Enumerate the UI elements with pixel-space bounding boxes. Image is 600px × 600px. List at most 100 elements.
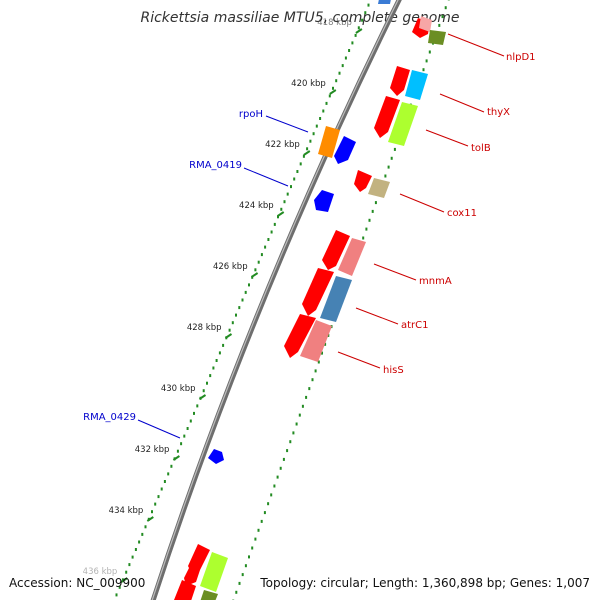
scale-tick-label: 434 kbp (109, 506, 144, 516)
gene-feature[interactable] (322, 230, 350, 270)
scale-tick-label: 418 kbp (317, 18, 352, 28)
strand-guide-dot (260, 519, 263, 523)
gene-features (174, 0, 446, 600)
strand-guide-dot (393, 147, 396, 151)
gene-label-cox11[interactable]: cox11 (447, 208, 477, 219)
ruler-dot (202, 389, 205, 393)
ruler-dot (212, 366, 215, 370)
gene-feature[interactable] (368, 178, 390, 198)
strand-guide-dot (238, 581, 241, 585)
gene-label-mnmA[interactable]: mnmA (419, 276, 452, 287)
gene-feature[interactable] (374, 96, 400, 138)
ruler-dot (309, 139, 312, 143)
ruler-dot (257, 260, 260, 264)
gene-label-atrC1[interactable]: atrC1 (401, 320, 429, 331)
gene-feature[interactable] (388, 102, 418, 146)
ruler-dot (344, 56, 347, 60)
gene-feature[interactable] (405, 70, 428, 100)
strand-guide-dot (362, 236, 365, 240)
ruler-dot (338, 71, 341, 75)
gene-feature[interactable] (314, 190, 334, 212)
strand-guide-dot (311, 378, 314, 382)
ruler-dot (315, 124, 318, 128)
gene-feature[interactable] (174, 580, 196, 600)
strand-guide-dot (254, 537, 257, 541)
leader-line (425, 129, 469, 147)
strand-guide-dot (308, 387, 311, 391)
strand-guide-dot (289, 440, 292, 444)
gene-label-tolB[interactable]: tolB (471, 143, 491, 154)
gene-feature[interactable] (318, 126, 340, 158)
ruler-dot (296, 170, 299, 173)
strand-guide-dot (270, 493, 273, 497)
strand-guide-dot (305, 395, 308, 399)
gene-feature[interactable] (184, 566, 200, 586)
gene-feature[interactable] (200, 552, 228, 592)
gene-feature[interactable] (338, 238, 366, 276)
gene-feature[interactable] (390, 66, 410, 96)
gene-label-thyX[interactable]: thyX (487, 107, 510, 118)
gene-feature[interactable] (208, 449, 224, 464)
ruler-dot (128, 563, 131, 567)
strand-guide-dot (317, 360, 320, 364)
gene-label-hisS[interactable]: hisS (383, 365, 404, 376)
gene-feature[interactable] (188, 544, 210, 574)
strand-guide-dot (248, 555, 250, 559)
strand-guide-dot (263, 511, 266, 515)
leader-line (137, 419, 181, 439)
scale-tick-mark (355, 28, 363, 34)
strand-guide-dot (235, 590, 238, 594)
scale-tick-mark (329, 89, 337, 95)
ruler-dot (209, 374, 212, 378)
ruler-dot (196, 404, 199, 408)
ruler-dot (183, 434, 186, 438)
ruler-dot (170, 464, 173, 468)
strand-guide-dot (244, 564, 247, 568)
ruler-dot (322, 109, 325, 113)
strand-guide-dot (267, 502, 270, 506)
gene-feature[interactable] (320, 276, 352, 322)
ruler-dot (364, 11, 367, 15)
gene-label-rpoH[interactable]: rpoH (239, 109, 263, 120)
gene-feature[interactable] (284, 314, 316, 358)
strand-guide-dot (441, 15, 444, 19)
ruler-dot (254, 268, 257, 272)
ruler-dot (231, 321, 234, 325)
leader-line (355, 307, 399, 325)
gene-label-RMA_0419[interactable]: RMA_0419 (189, 160, 242, 171)
ruler-dot (115, 593, 118, 597)
scale-tick-mark (251, 272, 259, 278)
strand-guide-dot (279, 466, 282, 470)
strand-guide-dot (368, 218, 371, 222)
gene-label-RMA_0429[interactable]: RMA_0429 (83, 412, 136, 423)
accession-label: Accession: NC_009900 (9, 576, 146, 590)
gene-feature[interactable] (378, 0, 392, 4)
gene-feature[interactable] (419, 16, 432, 32)
ruler-dot (354, 33, 357, 37)
ruler-dot (312, 132, 315, 136)
ruler-dot (325, 101, 328, 105)
scale-tick-mark (224, 333, 233, 339)
scale-tick-label: 420 kbp (291, 79, 326, 89)
ruler-dot (241, 298, 244, 302)
ruler-dot (186, 427, 189, 430)
ruler-dot (351, 41, 354, 45)
gene-feature[interactable] (200, 590, 218, 600)
gene-feature[interactable] (302, 268, 334, 316)
gene-feature[interactable] (300, 320, 332, 362)
ruler-dot (141, 532, 144, 536)
gene-feature[interactable] (428, 30, 446, 45)
scale-tick-label: 430 kbp (161, 384, 196, 394)
ruler-dot (235, 313, 237, 317)
gene-feature[interactable] (354, 170, 372, 192)
gene-label-nlpD1[interactable]: nlpD1 (506, 52, 536, 63)
ruler-dot (157, 495, 160, 499)
ruler-dot (306, 147, 309, 151)
ruler-dot (357, 26, 360, 30)
scale-tick-mark (198, 394, 207, 400)
gene-feature[interactable] (334, 136, 356, 164)
scale-tick-mark (120, 577, 128, 583)
strand-guide-dot (292, 431, 295, 435)
ruler-dot (280, 207, 283, 211)
strand-guide-dot (384, 174, 387, 178)
